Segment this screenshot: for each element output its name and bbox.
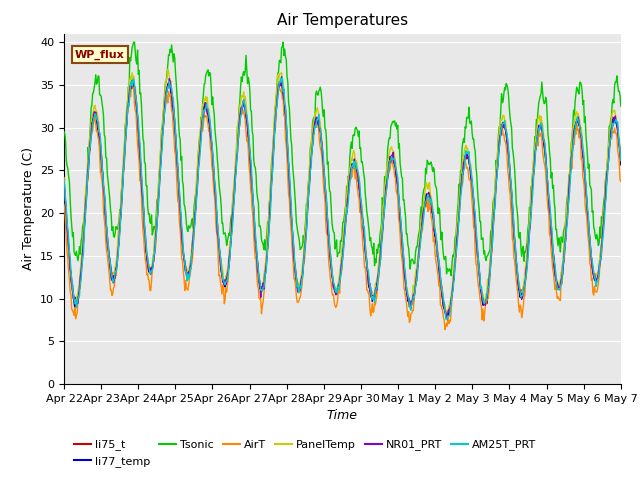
Title: Air Temperatures: Air Temperatures (277, 13, 408, 28)
Legend: li75_t, li77_temp, Tsonic, AirT, PanelTemp, NR01_PRT, AM25T_PRT: li75_t, li77_temp, Tsonic, AirT, PanelTe… (70, 435, 541, 471)
X-axis label: Time: Time (327, 409, 358, 422)
Text: WP_flux: WP_flux (75, 49, 125, 60)
Y-axis label: Air Temperature (C): Air Temperature (C) (22, 147, 35, 270)
